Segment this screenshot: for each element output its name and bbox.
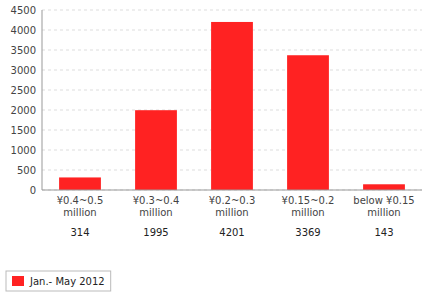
data-label: 314 [70, 227, 89, 238]
x-tick-label-line: million [367, 207, 400, 218]
data-label: 1995 [143, 227, 168, 238]
x-tick-label-line: ¥0.3~0.4 [133, 195, 180, 206]
data-label: 143 [374, 227, 393, 238]
y-tick-label: 4500 [11, 5, 36, 16]
y-axis-line [42, 10, 43, 190]
data-labels: 314 1995 4201 3369 143 [70, 227, 393, 238]
x-tick-label-line: ¥0.15~0.2 [282, 195, 335, 206]
x-tick-label: ¥0.3~0.4million [133, 195, 180, 218]
x-axis: ¥0.4~0.5million¥0.3~0.4million¥0.2~0.3mi… [57, 195, 415, 218]
legend-swatch [12, 276, 24, 286]
legend: Jan.- May 2012 [6, 271, 111, 291]
x-tick-label-line: million [63, 207, 96, 218]
y-grid [42, 10, 422, 190]
y-tick-label: 3000 [11, 65, 36, 76]
bars [59, 22, 405, 190]
legend-frame [6, 271, 111, 291]
x-tick-label: ¥0.2~0.3million [209, 195, 256, 218]
x-tick-label-line: ¥0.2~0.3 [209, 195, 256, 206]
data-label: 4201 [219, 227, 244, 238]
y-tick-label: 4000 [11, 25, 36, 36]
y-tick-label: 500 [17, 165, 36, 176]
x-tick-label-line: below ¥0.15 [353, 195, 414, 206]
bar [211, 22, 253, 190]
bar [287, 55, 329, 190]
y-tick-label: 3500 [11, 45, 36, 56]
x-tick-label: ¥0.15~0.2million [282, 195, 335, 218]
grid-line [42, 10, 422, 11]
x-tick-label-line: ¥0.4~0.5 [57, 195, 104, 206]
y-tick-label: 2500 [11, 85, 36, 96]
y-axis: 0 500 1000 1500 2000 2500 3000 3500 4000 4500 [11, 5, 36, 196]
legend-label: Jan.- May 2012 [29, 276, 105, 287]
x-tick-label-line: million [291, 207, 324, 218]
bar [59, 177, 101, 190]
bar [135, 110, 177, 190]
grid-line [42, 190, 422, 191]
x-tick-label: below ¥0.15million [353, 195, 414, 218]
data-label: 3369 [295, 227, 320, 238]
y-tick-label: 1000 [11, 145, 36, 156]
x-tick-label-line: million [215, 207, 248, 218]
x-axis-line [42, 190, 422, 191]
bar [363, 184, 405, 190]
chart: 0 500 1000 1500 2000 2500 3000 3500 4000 4500 ¥0.4… [0, 0, 432, 299]
y-tick-label: 1500 [11, 125, 36, 136]
x-tick-label-line: million [139, 207, 172, 218]
x-tick-label: ¥0.4~0.5million [57, 195, 104, 218]
y-tick-label: 0 [30, 185, 36, 196]
y-tick-label: 2000 [11, 105, 36, 116]
